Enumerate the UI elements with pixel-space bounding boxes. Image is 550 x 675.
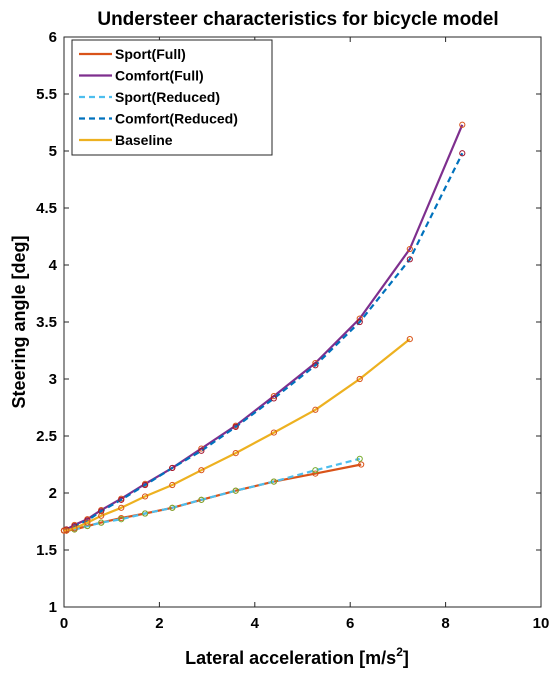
data-point	[406, 336, 413, 343]
data-point	[118, 496, 125, 503]
x-tick-label: 10	[533, 615, 550, 632]
y-tick-label: 2.5	[36, 428, 57, 445]
legend-box	[71, 39, 273, 156]
y-tick-label: 5.5	[36, 86, 57, 103]
data-point	[406, 256, 413, 263]
legend-label: Baseline	[115, 132, 173, 148]
data-point	[270, 429, 277, 436]
data-point	[356, 455, 363, 462]
y-tick-label: 3.5	[36, 314, 57, 331]
legend-label: Sport(Full)	[115, 46, 186, 62]
data-point	[60, 527, 68, 534]
data-point	[63, 527, 70, 534]
data-point	[169, 504, 176, 511]
data-point	[98, 519, 105, 526]
y-tick-label: 1.5	[36, 542, 57, 559]
data-point	[98, 512, 105, 519]
legend: Sport(Full) Comfort(Full) Sport(Reduced) Co…	[71, 39, 273, 156]
data-point	[198, 467, 205, 474]
data-point	[312, 470, 319, 477]
data-point	[118, 504, 125, 511]
y-tick-label: 1	[49, 599, 57, 616]
data-point	[356, 375, 363, 383]
y-axis-label: Steering angle [deg]	[9, 235, 29, 408]
data-point	[270, 395, 277, 402]
data-point	[169, 464, 176, 472]
data-point	[312, 467, 319, 474]
data-point	[232, 487, 239, 494]
legend-label: Comfort(Full)	[115, 68, 204, 84]
y-tick-label: 4	[49, 257, 58, 274]
data-point	[270, 478, 277, 485]
data-point	[118, 516, 125, 523]
x-tick-label: 0	[60, 615, 68, 632]
data-point	[84, 519, 91, 526]
y-tick-label: 5	[49, 143, 57, 160]
series-4	[60, 336, 413, 534]
data-point	[232, 423, 239, 430]
data-point	[198, 447, 205, 454]
chart-title: Understeer characteristics for bicycle m…	[97, 9, 498, 30]
series-line	[64, 457, 360, 532]
data-point	[358, 461, 365, 468]
x-axis-label-superscript: 2	[396, 645, 403, 659]
legend-label: Comfort(Reduced)	[115, 111, 238, 127]
data-point	[459, 150, 466, 157]
data-point	[141, 510, 149, 517]
data-point	[141, 481, 149, 489]
data-point	[312, 362, 319, 369]
data-point	[169, 481, 176, 489]
x-axis-label: Lateral acceleration [m/s2]	[185, 645, 409, 668]
y-tick-label: 3	[49, 371, 57, 388]
data-point	[232, 450, 239, 457]
x-axis-label-close: ]	[403, 648, 409, 668]
data-point	[459, 121, 466, 128]
series-layer	[60, 121, 466, 534]
data-point	[406, 245, 413, 253]
data-point	[71, 525, 78, 532]
x-tick-label: 6	[346, 615, 354, 632]
x-axis-label-text: Lateral acceleration [m/s	[185, 648, 396, 668]
y-tick-label: 6	[49, 29, 57, 46]
y-tick-label: 4.5	[36, 200, 57, 217]
y-tick-label: 2	[49, 485, 57, 502]
x-tick-label: 8	[441, 615, 449, 632]
data-point	[312, 406, 319, 413]
data-point	[141, 493, 149, 500]
data-point	[198, 496, 205, 503]
data-point	[98, 508, 105, 515]
data-point	[356, 318, 363, 326]
series-3	[60, 150, 466, 534]
x-tick-label: 2	[155, 615, 163, 632]
axis-ticks: 0 2 4 6 8 10 1 1.5 2 2.5 3 3.5 4 4.5 5 5.5 6	[36, 29, 549, 632]
series-line	[63, 152, 464, 532]
x-tick-label: 4	[251, 615, 260, 632]
legend-label: Sport(Reduced)	[115, 89, 220, 105]
